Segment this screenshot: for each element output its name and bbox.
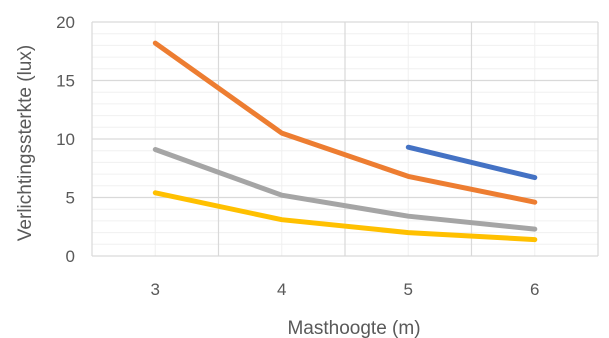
series-line-2 (152, 40, 538, 205)
x-axis-tick-labels: 3 4 5 6 (151, 280, 540, 299)
y-tick-label: 10 (56, 130, 75, 149)
series-lines (152, 40, 538, 243)
x-tick-label: 3 (151, 280, 160, 299)
series-line-1 (405, 144, 538, 181)
x-axis-title: Masthoogte (m) (287, 318, 420, 338)
x-tick-label: 5 (404, 280, 413, 299)
y-tick-label: 15 (56, 72, 75, 91)
x-tick-label: 4 (277, 280, 286, 299)
x-tick-label: 6 (530, 280, 539, 299)
y-tick-label: 5 (66, 189, 75, 208)
y-axis-title: Verlichtingssterkte (lux) (15, 45, 36, 241)
series-line-3 (152, 147, 538, 232)
y-tick-label: 0 (66, 247, 75, 266)
series-line-4 (152, 190, 538, 243)
y-tick-label: 20 (56, 13, 75, 32)
y-axis-tick-labels: 0 5 10 15 20 (56, 13, 75, 266)
